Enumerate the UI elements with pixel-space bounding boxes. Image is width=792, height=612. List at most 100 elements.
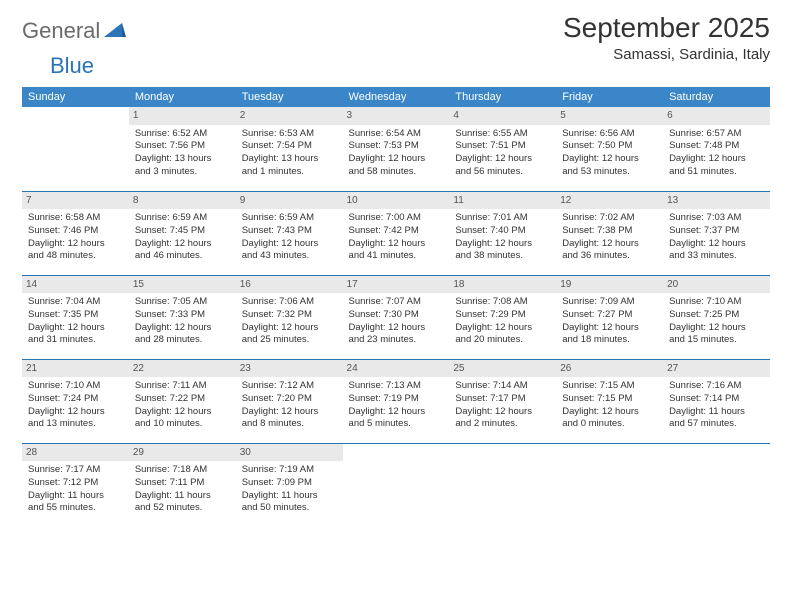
day-number: 16: [236, 276, 343, 294]
calendar-cell: 30Sunrise: 7:19 AMSunset: 7:09 PMDayligh…: [236, 443, 343, 527]
sunrise-line: Sunrise: 7:10 AM: [669, 296, 764, 309]
sunrise-line: Sunrise: 6:58 AM: [28, 212, 123, 225]
sunrise-line: Sunrise: 7:19 AM: [242, 464, 337, 477]
daylight-line: and 23 minutes.: [349, 334, 444, 347]
day-number: 10: [343, 192, 450, 210]
sunset-line: Sunset: 7:40 PM: [455, 225, 550, 238]
sunrise-line: Sunrise: 7:16 AM: [669, 380, 764, 393]
day-number: 2: [236, 107, 343, 125]
daylight-line: Daylight: 12 hours: [669, 322, 764, 335]
calendar-cell: [343, 443, 450, 527]
day-number: 21: [22, 360, 129, 378]
sunset-line: Sunset: 7:35 PM: [28, 309, 123, 322]
sunset-line: Sunset: 7:22 PM: [135, 393, 230, 406]
calendar-cell: 18Sunrise: 7:08 AMSunset: 7:29 PMDayligh…: [449, 275, 556, 359]
day-number: 26: [556, 360, 663, 378]
sunset-line: Sunset: 7:19 PM: [349, 393, 444, 406]
sunset-line: Sunset: 7:42 PM: [349, 225, 444, 238]
daylight-line: Daylight: 12 hours: [135, 406, 230, 419]
sunset-line: Sunset: 7:11 PM: [135, 477, 230, 490]
day-number: 11: [449, 192, 556, 210]
daylight-line: Daylight: 12 hours: [28, 238, 123, 251]
calendar-row: 1Sunrise: 6:52 AMSunset: 7:56 PMDaylight…: [22, 107, 770, 191]
daylight-line: and 31 minutes.: [28, 334, 123, 347]
daylight-line: Daylight: 12 hours: [455, 322, 550, 335]
daylight-line: Daylight: 11 hours: [242, 490, 337, 503]
sunrise-line: Sunrise: 6:59 AM: [135, 212, 230, 225]
day-number: 28: [22, 444, 129, 462]
day-number: 3: [343, 107, 450, 125]
daylight-line: and 48 minutes.: [28, 250, 123, 263]
daylight-line: Daylight: 12 hours: [349, 322, 444, 335]
sunset-line: Sunset: 7:32 PM: [242, 309, 337, 322]
calendar-cell: [22, 107, 129, 191]
sunrise-line: Sunrise: 7:09 AM: [562, 296, 657, 309]
daylight-line: and 5 minutes.: [349, 418, 444, 431]
sunset-line: Sunset: 7:29 PM: [455, 309, 550, 322]
daylight-line: and 1 minutes.: [242, 166, 337, 179]
page-title: September 2025: [563, 12, 770, 44]
daylight-line: and 46 minutes.: [135, 250, 230, 263]
sunrise-line: Sunrise: 7:11 AM: [135, 380, 230, 393]
daylight-line: and 53 minutes.: [562, 166, 657, 179]
sunrise-line: Sunrise: 7:00 AM: [349, 212, 444, 225]
sunrise-line: Sunrise: 7:17 AM: [28, 464, 123, 477]
daylight-line: Daylight: 12 hours: [28, 322, 123, 335]
daylight-line: Daylight: 12 hours: [242, 238, 337, 251]
sunset-line: Sunset: 7:09 PM: [242, 477, 337, 490]
sunset-line: Sunset: 7:30 PM: [349, 309, 444, 322]
sunrise-line: Sunrise: 7:14 AM: [455, 380, 550, 393]
daylight-line: and 36 minutes.: [562, 250, 657, 263]
daylight-line: and 3 minutes.: [135, 166, 230, 179]
calendar-cell: 23Sunrise: 7:12 AMSunset: 7:20 PMDayligh…: [236, 359, 343, 443]
sunset-line: Sunset: 7:51 PM: [455, 140, 550, 153]
sunset-line: Sunset: 7:53 PM: [349, 140, 444, 153]
sunrise-line: Sunrise: 7:04 AM: [28, 296, 123, 309]
logo-triangle-icon: [104, 21, 126, 42]
daylight-line: Daylight: 12 hours: [349, 406, 444, 419]
daylight-line: Daylight: 13 hours: [135, 153, 230, 166]
calendar-cell: 7Sunrise: 6:58 AMSunset: 7:46 PMDaylight…: [22, 191, 129, 275]
day-number: 13: [663, 192, 770, 210]
sunrise-line: Sunrise: 7:01 AM: [455, 212, 550, 225]
daylight-line: Daylight: 12 hours: [349, 153, 444, 166]
daylight-line: and 8 minutes.: [242, 418, 337, 431]
sunrise-line: Sunrise: 7:06 AM: [242, 296, 337, 309]
daylight-line: and 57 minutes.: [669, 418, 764, 431]
daylight-line: Daylight: 12 hours: [562, 322, 657, 335]
daylight-line: and 10 minutes.: [135, 418, 230, 431]
daylight-line: Daylight: 12 hours: [455, 406, 550, 419]
day-number: 1: [129, 107, 236, 125]
sunset-line: Sunset: 7:46 PM: [28, 225, 123, 238]
daylight-line: and 55 minutes.: [28, 502, 123, 515]
sunset-line: Sunset: 7:48 PM: [669, 140, 764, 153]
calendar-cell: 6Sunrise: 6:57 AMSunset: 7:48 PMDaylight…: [663, 107, 770, 191]
col-sunday: Sunday: [22, 87, 129, 107]
logo-text-blue: Blue: [50, 53, 94, 78]
daylight-line: Daylight: 12 hours: [455, 153, 550, 166]
sunset-line: Sunset: 7:43 PM: [242, 225, 337, 238]
calendar-row: 7Sunrise: 6:58 AMSunset: 7:46 PMDaylight…: [22, 191, 770, 275]
day-number: 14: [22, 276, 129, 294]
calendar-cell: [663, 443, 770, 527]
sunrise-line: Sunrise: 7:18 AM: [135, 464, 230, 477]
sunset-line: Sunset: 7:24 PM: [28, 393, 123, 406]
day-number: 18: [449, 276, 556, 294]
calendar-cell: 29Sunrise: 7:18 AMSunset: 7:11 PMDayligh…: [129, 443, 236, 527]
calendar-table: Sunday Monday Tuesday Wednesday Thursday…: [22, 87, 770, 527]
col-monday: Monday: [129, 87, 236, 107]
daylight-line: and 58 minutes.: [349, 166, 444, 179]
daylight-line: and 25 minutes.: [242, 334, 337, 347]
daylight-line: Daylight: 11 hours: [135, 490, 230, 503]
sunset-line: Sunset: 7:50 PM: [562, 140, 657, 153]
daylight-line: and 43 minutes.: [242, 250, 337, 263]
daylight-line: and 38 minutes.: [455, 250, 550, 263]
col-saturday: Saturday: [663, 87, 770, 107]
calendar-cell: 12Sunrise: 7:02 AMSunset: 7:38 PMDayligh…: [556, 191, 663, 275]
calendar-cell: 28Sunrise: 7:17 AMSunset: 7:12 PMDayligh…: [22, 443, 129, 527]
calendar-cell: 4Sunrise: 6:55 AMSunset: 7:51 PMDaylight…: [449, 107, 556, 191]
calendar-cell: [556, 443, 663, 527]
sunrise-line: Sunrise: 7:03 AM: [669, 212, 764, 225]
sunrise-line: Sunrise: 6:59 AM: [242, 212, 337, 225]
sunset-line: Sunset: 7:38 PM: [562, 225, 657, 238]
